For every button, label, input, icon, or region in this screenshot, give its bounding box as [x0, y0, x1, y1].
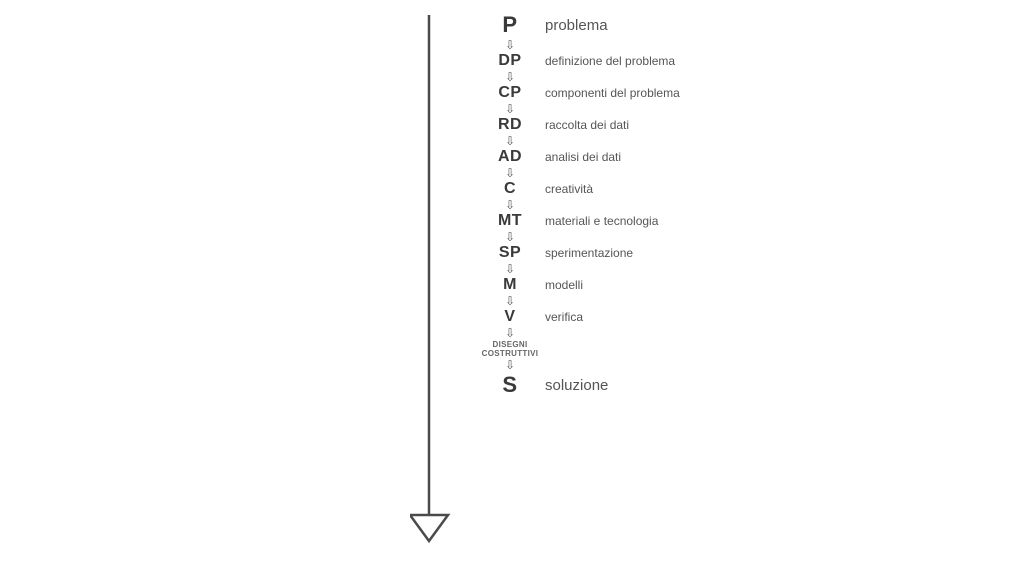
flow-step: DPdefinizione del problema: [485, 52, 535, 70]
step-code: S: [485, 372, 535, 398]
flow-step: ADanalisi dei dati: [485, 148, 535, 166]
step-label: analisi dei dati: [545, 150, 621, 164]
flow-step: RDraccolta dei dati: [485, 116, 535, 134]
down-arrow-icon: ⇩: [505, 103, 515, 115]
step-label: verifica: [545, 310, 583, 324]
down-arrow-icon: ⇩: [505, 71, 515, 83]
step-label: problema: [545, 17, 608, 34]
step-label: definizione del problema: [545, 54, 675, 68]
flow-step: CPcomponenti del problema: [485, 84, 535, 102]
flow-step: Mmodelli: [485, 276, 535, 294]
flow-step: Ccreatività: [485, 180, 535, 198]
step-code: C: [485, 180, 535, 198]
down-arrow-icon: ⇩: [505, 359, 515, 371]
step-label: soluzione: [545, 377, 608, 394]
down-arrow-icon: ⇩: [505, 135, 515, 147]
flow-step: SPsperimentazione: [485, 244, 535, 262]
step-label: modelli: [545, 278, 583, 292]
step-code: DISEGNICOSTRUTTIVI: [480, 340, 540, 358]
flow-step: Pproblema: [485, 12, 535, 38]
step-label: componenti del problema: [545, 86, 680, 100]
step-code: M: [485, 276, 535, 294]
step-code: P: [485, 12, 535, 38]
flow-step: DISEGNICOSTRUTTIVI: [480, 340, 540, 358]
main-vertical-arrow: [410, 15, 460, 555]
flow-step: Vverifica: [485, 308, 535, 326]
step-code: V: [485, 308, 535, 326]
step-label: materiali e tecnologia: [545, 214, 658, 228]
down-arrow-icon: ⇩: [505, 231, 515, 243]
flow-step: Ssoluzione: [485, 372, 535, 398]
step-code: RD: [485, 116, 535, 134]
flow-step: MTmateriali e tecnologia: [485, 212, 535, 230]
down-arrow-icon: ⇩: [505, 39, 515, 51]
step-label: raccolta dei dati: [545, 118, 629, 132]
down-arrow-icon: ⇩: [505, 167, 515, 179]
step-code: MT: [485, 212, 535, 230]
step-label: sperimentazione: [545, 246, 633, 260]
step-code: AD: [485, 148, 535, 166]
down-arrow-icon: ⇩: [505, 327, 515, 339]
down-arrow-icon: ⇩: [505, 263, 515, 275]
down-arrow-icon: ⇩: [505, 199, 515, 211]
flow-column: Pproblema⇩DPdefinizione del problema⇩CPc…: [480, 12, 540, 398]
step-code: CP: [485, 84, 535, 102]
down-arrow-icon: ⇩: [505, 295, 515, 307]
step-code: DP: [485, 52, 535, 70]
step-code: SP: [485, 244, 535, 262]
step-label: creatività: [545, 182, 593, 196]
